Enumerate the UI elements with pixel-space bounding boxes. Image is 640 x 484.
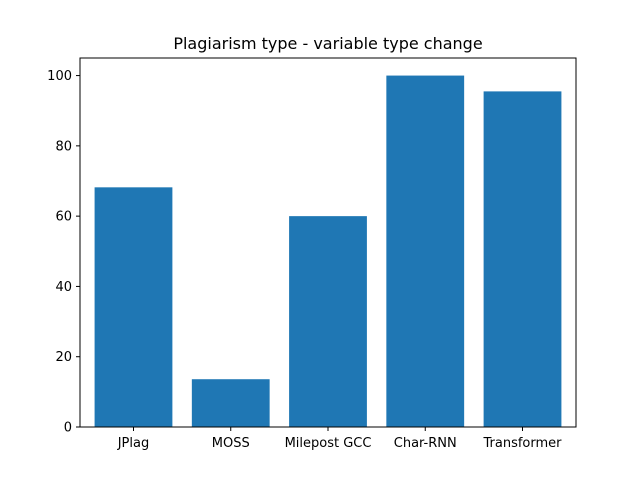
x-tick-label: Transformer xyxy=(483,436,563,451)
plot-frame xyxy=(79,57,577,428)
y-axis: 0 20 40 60 80 100 xyxy=(47,69,80,436)
y-tick-label: 40 xyxy=(55,280,72,295)
bar-moss xyxy=(191,379,270,427)
bar-transformer xyxy=(483,91,562,427)
x-tick-label: MOSS xyxy=(212,436,250,451)
bars-layer xyxy=(94,75,562,427)
y-tick-label: 100 xyxy=(47,69,72,84)
y-tick-label: 60 xyxy=(55,210,72,225)
y-tick-label: 0 xyxy=(64,421,72,436)
y-tick-label: 20 xyxy=(55,350,72,365)
bar-char-rnn xyxy=(386,75,465,427)
bar-milepost-gcc xyxy=(289,216,367,427)
chart-title: Plagiarism type - variable type change xyxy=(173,34,482,53)
bar-jplag xyxy=(94,187,173,427)
x-axis: JPlag MOSS Milepost GCC Char-RNN Transformer xyxy=(117,427,562,451)
x-tick-label: Milepost GCC xyxy=(285,436,372,451)
x-tick-label: JPlag xyxy=(117,436,150,451)
y-tick-label: 80 xyxy=(55,139,72,154)
x-tick-label: Char-RNN xyxy=(394,436,457,451)
